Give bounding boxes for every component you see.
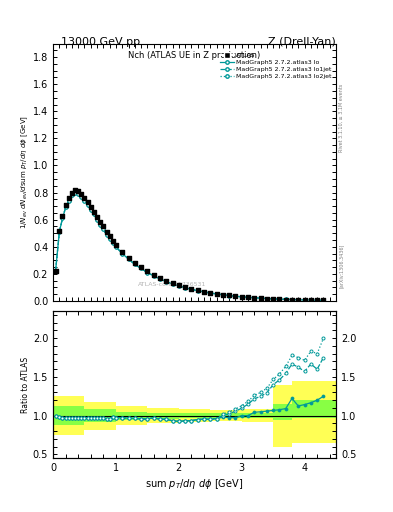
Point <box>213 290 220 298</box>
Text: Z (Drell-Yan): Z (Drell-Yan) <box>268 37 336 47</box>
Point <box>151 271 157 280</box>
Point <box>251 294 257 302</box>
Point <box>144 267 151 275</box>
Point <box>97 218 103 226</box>
Point <box>264 294 270 303</box>
Point <box>207 288 213 296</box>
Text: Nch (ATLAS UE in Z production): Nch (ATLAS UE in Z production) <box>129 51 261 60</box>
Point <box>220 290 226 298</box>
Point <box>176 281 182 289</box>
Point <box>56 226 62 234</box>
Point <box>75 187 81 195</box>
Point <box>169 279 176 287</box>
Point <box>182 283 188 291</box>
Point <box>245 293 251 302</box>
Point <box>88 203 94 211</box>
Point <box>226 291 232 300</box>
Point <box>201 287 207 295</box>
Point <box>195 286 201 294</box>
Text: [arXiv:1306.3436]: [arXiv:1306.3436] <box>339 244 344 288</box>
Point <box>188 285 195 293</box>
Point <box>138 263 144 271</box>
Point <box>59 211 66 220</box>
Point <box>257 294 264 303</box>
Point <box>239 293 245 301</box>
Point <box>308 296 314 304</box>
Point <box>66 194 72 202</box>
Point <box>295 296 301 304</box>
Point <box>52 267 59 275</box>
Point <box>81 194 88 202</box>
Point <box>125 253 132 262</box>
Text: Rivet 3.1.10, ≥ 3.1M events: Rivet 3.1.10, ≥ 3.1M events <box>339 83 344 152</box>
Point <box>78 190 84 198</box>
X-axis label: sum $p_T/d\eta\ d\phi$ [GeV]: sum $p_T/d\eta\ d\phi$ [GeV] <box>145 477 244 492</box>
Point <box>276 295 283 303</box>
Point <box>113 241 119 249</box>
Point <box>163 276 169 285</box>
Point <box>132 259 138 267</box>
Point <box>232 292 239 300</box>
Point <box>94 213 100 221</box>
Point <box>84 198 91 206</box>
Point <box>100 222 107 230</box>
Point <box>314 296 320 305</box>
Point <box>301 296 308 304</box>
Point <box>270 295 276 303</box>
Point <box>157 274 163 282</box>
Point <box>69 188 75 197</box>
Point <box>62 201 69 209</box>
Text: ATLAS-conf-11736531: ATLAS-conf-11736531 <box>138 282 206 287</box>
Y-axis label: $1/N_{ev}\ dN_{ev}/d\mathrm{sum}\ p_T/d\eta\ d\phi\ [\mathrm{GeV}]$: $1/N_{ev}\ dN_{ev}/d\mathrm{sum}\ p_T/d\… <box>20 115 30 229</box>
Point <box>283 295 289 304</box>
Point <box>110 237 116 245</box>
Point <box>72 186 78 194</box>
Point <box>107 232 113 240</box>
Point <box>289 296 295 304</box>
Legend: ATLAS, MadGraph5 2.7.2.atlas3 lo, MadGraph5 2.7.2.atlas3 lo1jet, MadGraph5 2.7.2: ATLAS, MadGraph5 2.7.2.atlas3 lo, MadGra… <box>219 52 333 80</box>
Text: 13000 GeV pp: 13000 GeV pp <box>61 37 140 47</box>
Y-axis label: Ratio to ATLAS: Ratio to ATLAS <box>21 357 30 413</box>
Point <box>103 228 110 236</box>
Point <box>119 248 125 257</box>
Point <box>320 296 327 305</box>
Point <box>91 207 97 216</box>
